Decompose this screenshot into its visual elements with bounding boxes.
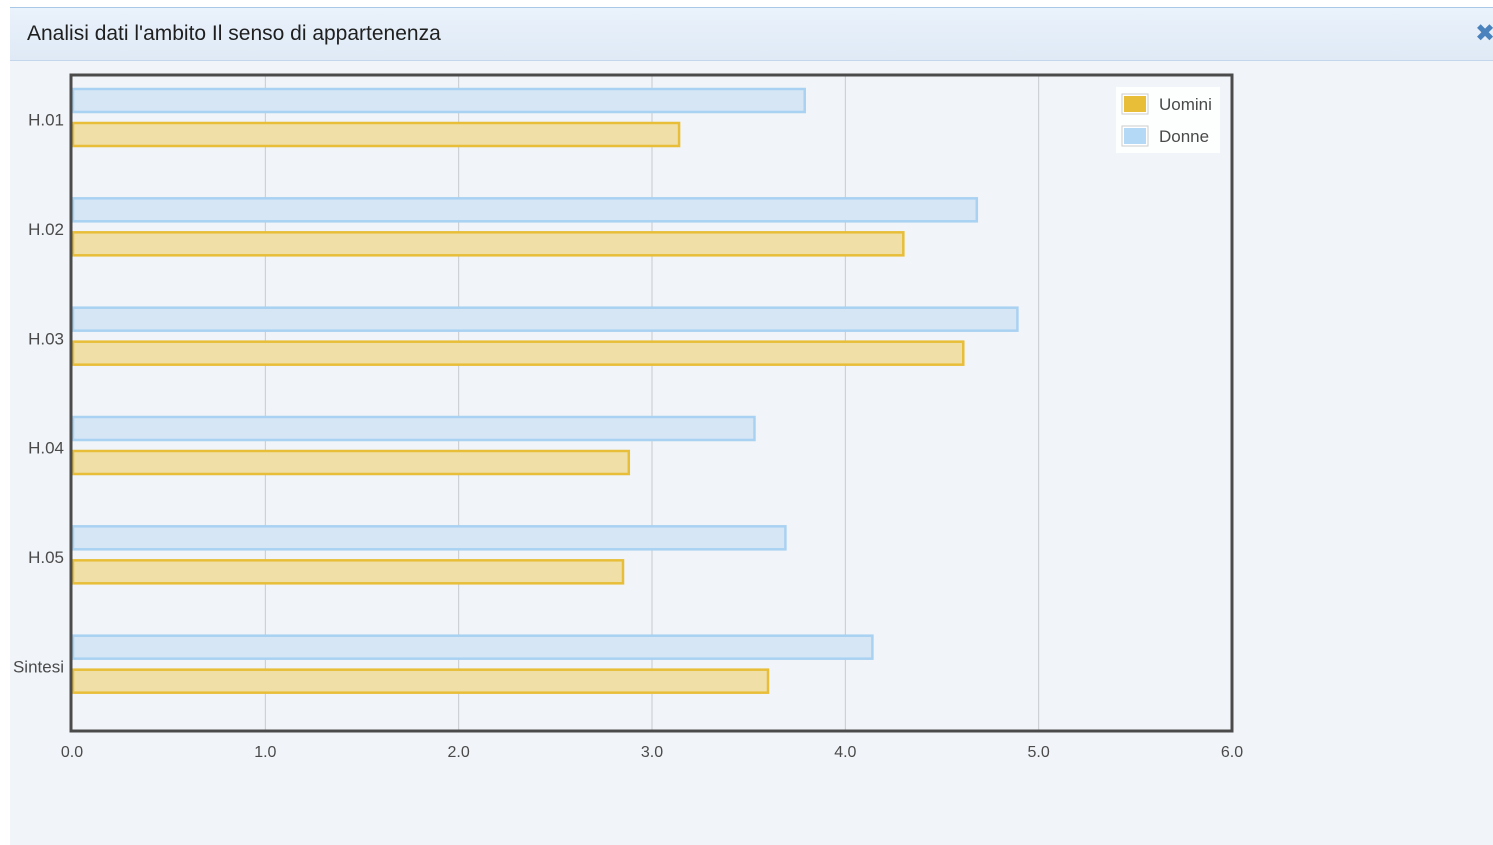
bar-donne-h01 bbox=[71, 87, 806, 114]
plot-frame bbox=[69, 73, 1234, 733]
bar-uomini-sintesi bbox=[71, 668, 770, 694]
bar-uomini-h02 bbox=[71, 231, 905, 257]
bar-uomini-h01 bbox=[71, 121, 681, 148]
x-tick-label: 4.0 bbox=[834, 744, 856, 761]
bar-uomini-h04 bbox=[71, 449, 631, 476]
close-icon[interactable]: ✖ bbox=[1475, 19, 1493, 47]
legend-swatch-donne bbox=[1124, 128, 1146, 144]
bar-donne-h05 bbox=[71, 525, 787, 551]
dialog-title: Analisi dati l'ambito Il senso di appart… bbox=[27, 22, 441, 45]
category-label: H.02 bbox=[28, 220, 64, 239]
bar-donne-h03 bbox=[71, 306, 1019, 332]
category-label: H.04 bbox=[28, 439, 64, 458]
x-tick-label: 3.0 bbox=[641, 744, 663, 761]
legend-label-donne: Donne bbox=[1159, 127, 1209, 146]
category-label: H.05 bbox=[28, 548, 64, 567]
category-label: H.01 bbox=[28, 111, 64, 130]
bar-uomini-h05 bbox=[71, 559, 625, 585]
legend-label-uomini: Uomini bbox=[1159, 95, 1212, 114]
bar-donne-h02 bbox=[71, 197, 979, 223]
category-label: Sintesi bbox=[13, 657, 64, 676]
x-tick-label: 5.0 bbox=[1028, 744, 1050, 761]
bar-donne-h04 bbox=[71, 415, 756, 442]
legend-swatch-uomini bbox=[1124, 96, 1146, 112]
bar-donne-sintesi bbox=[71, 634, 874, 660]
x-tick-label: 1.0 bbox=[254, 744, 276, 761]
x-tick-label: 0.0 bbox=[61, 744, 83, 761]
x-tick-label: 6.0 bbox=[1221, 744, 1243, 761]
bar-uomini-h03 bbox=[71, 340, 965, 366]
category-label: H.03 bbox=[28, 329, 64, 348]
dialog-titlebar: Analisi dati l'ambito Il senso di appart… bbox=[10, 8, 1493, 61]
x-tick-label: 2.0 bbox=[448, 744, 470, 761]
